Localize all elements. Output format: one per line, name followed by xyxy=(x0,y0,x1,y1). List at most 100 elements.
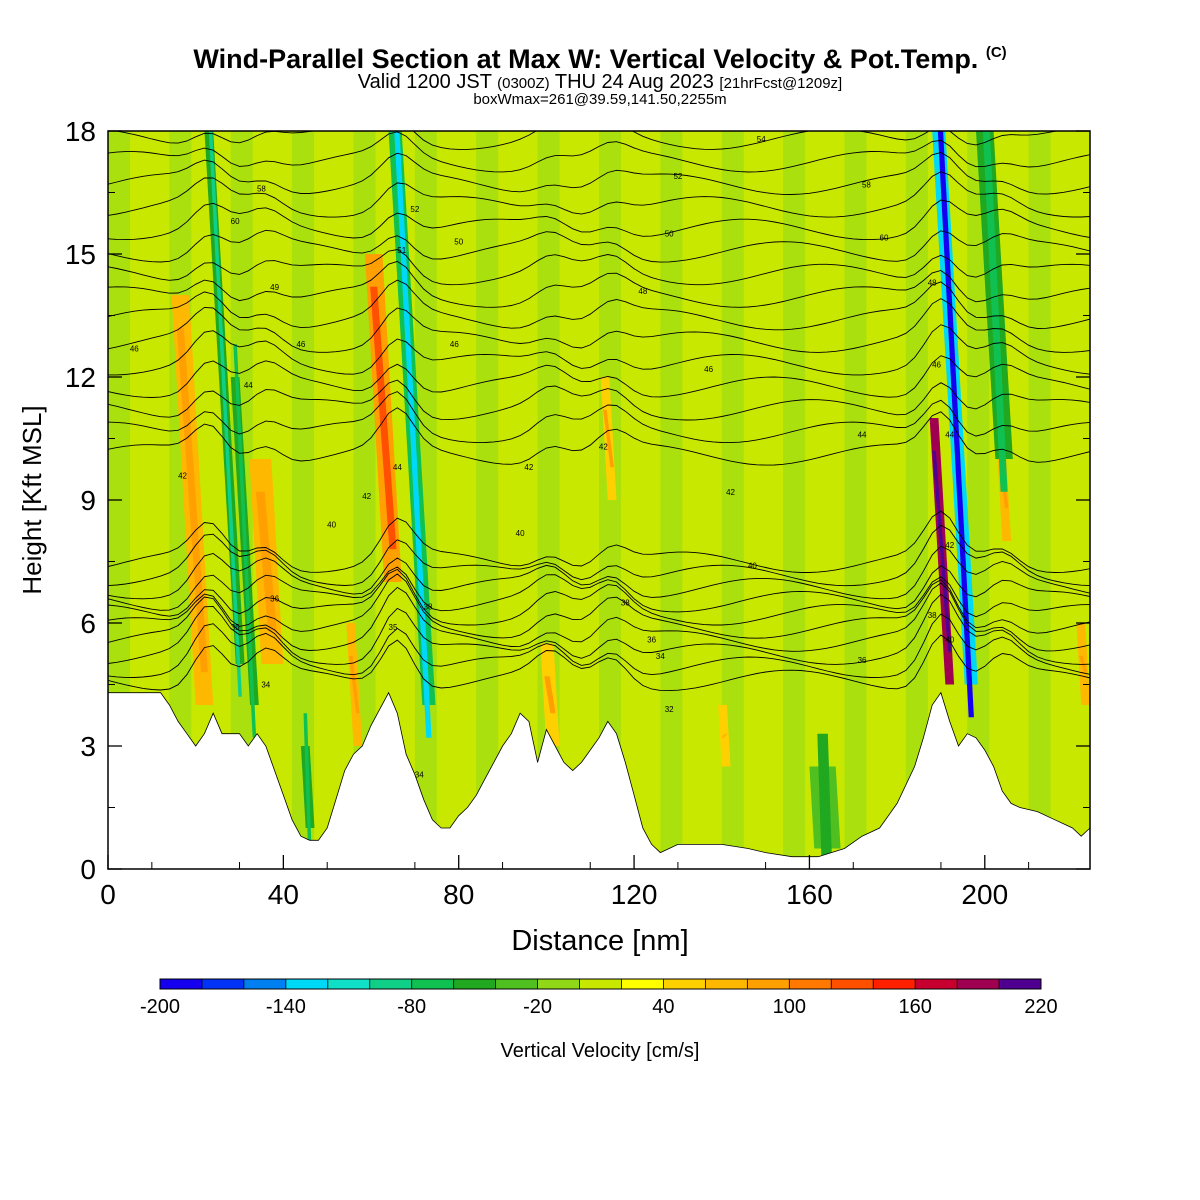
theta-contour-label: 42 xyxy=(599,443,608,452)
colorbar-swatch xyxy=(789,979,832,989)
theta-contour-line xyxy=(108,510,1090,573)
colorbar-tick-label: 40 xyxy=(652,996,674,1018)
x-tick-label: 40 xyxy=(268,879,299,910)
colorbar-swatch xyxy=(705,979,748,989)
forecast-info: [21hrFcst@1209z] xyxy=(719,75,843,92)
colorbar-swatch xyxy=(831,979,874,989)
theta-contour-label: 54 xyxy=(757,135,766,144)
boxwmax-info: boxWmax=261@39.59,141.50,2255m xyxy=(473,91,727,108)
theta-contour-label: 48 xyxy=(928,279,937,288)
theta-contour-line xyxy=(108,379,1090,421)
y-tick-label: 3 xyxy=(80,731,96,762)
colorbar-tick-label: 100 xyxy=(773,996,806,1018)
downdraft-cell-core xyxy=(208,131,242,697)
theta-contour-label: 60 xyxy=(880,234,889,243)
colorbar-swatch xyxy=(873,979,916,989)
y-tick-label: 9 xyxy=(80,485,96,516)
field-band xyxy=(568,131,591,869)
field-band xyxy=(875,131,898,869)
field-band xyxy=(1028,131,1051,869)
colorbar-swatch xyxy=(201,979,245,989)
theta-contour-line xyxy=(108,171,1090,218)
field-band xyxy=(660,131,683,869)
theta-contour-line xyxy=(108,131,1090,173)
theta-contour-line xyxy=(108,152,1090,195)
updraft-cell-core xyxy=(544,676,556,714)
field-band xyxy=(292,131,315,869)
theta-contour-label: 46 xyxy=(130,344,139,353)
theta-contour-line xyxy=(108,582,1090,652)
theta-contour-line xyxy=(108,229,1090,263)
theta-contour-line xyxy=(108,573,1090,639)
valid-time-utc: (0300Z) xyxy=(497,75,550,92)
theta-contour-line xyxy=(108,545,1090,600)
field-band xyxy=(691,131,713,869)
colorbar-swatch xyxy=(243,979,287,989)
theta-contour-line xyxy=(108,634,1090,692)
theta-contour-label: 44 xyxy=(393,463,402,472)
theta-contour-label: 51 xyxy=(397,246,406,255)
chart-title-main: Wind-Parallel Section at Max W: Vertical… xyxy=(193,44,979,74)
field-band xyxy=(1059,131,1082,869)
field-band xyxy=(138,131,161,869)
theta-contours: 46 42 60 58 49 46 44 40 42 36 35 34 52 51 46 44 38 35 34 50… xyxy=(108,46,1090,780)
theta-contour-line xyxy=(108,279,1090,331)
copyright-mark: (C) xyxy=(985,44,1007,61)
colorbar-swatch xyxy=(999,979,1042,989)
field-band xyxy=(752,131,775,869)
theta-contour-label: 38 xyxy=(424,603,433,612)
theta-contour-line xyxy=(108,324,1090,376)
theta-contour-label: 38 xyxy=(621,599,630,608)
theta-contour-label: 36 xyxy=(647,635,656,644)
terrain-profile xyxy=(107,691,1091,870)
y-tick-label: 18 xyxy=(65,116,96,147)
theta-contour-line xyxy=(108,46,1090,82)
theta-contour-label: 46 xyxy=(704,365,713,374)
theta-contour-line xyxy=(108,199,1090,241)
theta-contour-label: 35 xyxy=(231,623,240,632)
downdraft-cell-core xyxy=(233,344,257,738)
x-tick-label: 80 xyxy=(443,879,474,910)
downdraft-cell-core xyxy=(982,131,1008,492)
y-tick-label: 0 xyxy=(80,854,96,885)
theta-contour-label: 38 xyxy=(928,611,937,620)
x-tick-label: 0 xyxy=(100,879,116,910)
y-axis-label: Height [Kft MSL] xyxy=(17,405,47,594)
theta-contour-label: 46 xyxy=(932,361,941,370)
field-band xyxy=(506,131,529,869)
downdraft-cell-core xyxy=(817,733,833,869)
theta-contour-label: 40 xyxy=(516,529,525,538)
theta-contour-line xyxy=(108,565,1090,613)
theta-contour-label: 42 xyxy=(524,463,533,472)
colorbar-swatch xyxy=(453,979,497,989)
colorbar-swatch xyxy=(957,979,1000,989)
updraft-cell-core xyxy=(720,733,728,738)
theta-contour-line xyxy=(108,593,1090,665)
theta-contour-line xyxy=(108,391,1090,444)
theta-contour-line xyxy=(108,249,1090,286)
theta-contour-label: 50 xyxy=(454,238,463,247)
field-band xyxy=(813,131,836,869)
colorbar-tick-label: -200 xyxy=(140,996,180,1018)
field-band xyxy=(322,131,345,869)
theta-contour-line xyxy=(108,407,1090,466)
theta-contour-label: 44 xyxy=(858,430,867,439)
field-band xyxy=(476,131,499,869)
theta-contour-line xyxy=(108,355,1090,398)
updraft-cell-core xyxy=(348,655,360,714)
terrain-mask xyxy=(107,691,1091,870)
updraft-cell-core xyxy=(176,327,208,673)
colorbar-swatch xyxy=(621,979,664,989)
x-tick-label: 120 xyxy=(611,879,658,910)
updraft-cell-core xyxy=(255,491,277,632)
valid-time: Valid 1200 JST xyxy=(357,71,492,93)
theta-contour-label: 42 xyxy=(178,471,187,480)
theta-contour-line xyxy=(108,75,1090,104)
theta-contour-label: 42 xyxy=(726,488,735,497)
theta-contour-label: 40 xyxy=(945,635,954,644)
theta-contour-label: 52 xyxy=(673,172,682,181)
chart-subtitle: Valid 1200 JST (0300Z) THU 24 Aug 2023 [… xyxy=(0,71,1200,94)
colorbar-swatch xyxy=(747,979,790,989)
field-band xyxy=(905,131,928,869)
x-tick-label: 200 xyxy=(961,879,1008,910)
